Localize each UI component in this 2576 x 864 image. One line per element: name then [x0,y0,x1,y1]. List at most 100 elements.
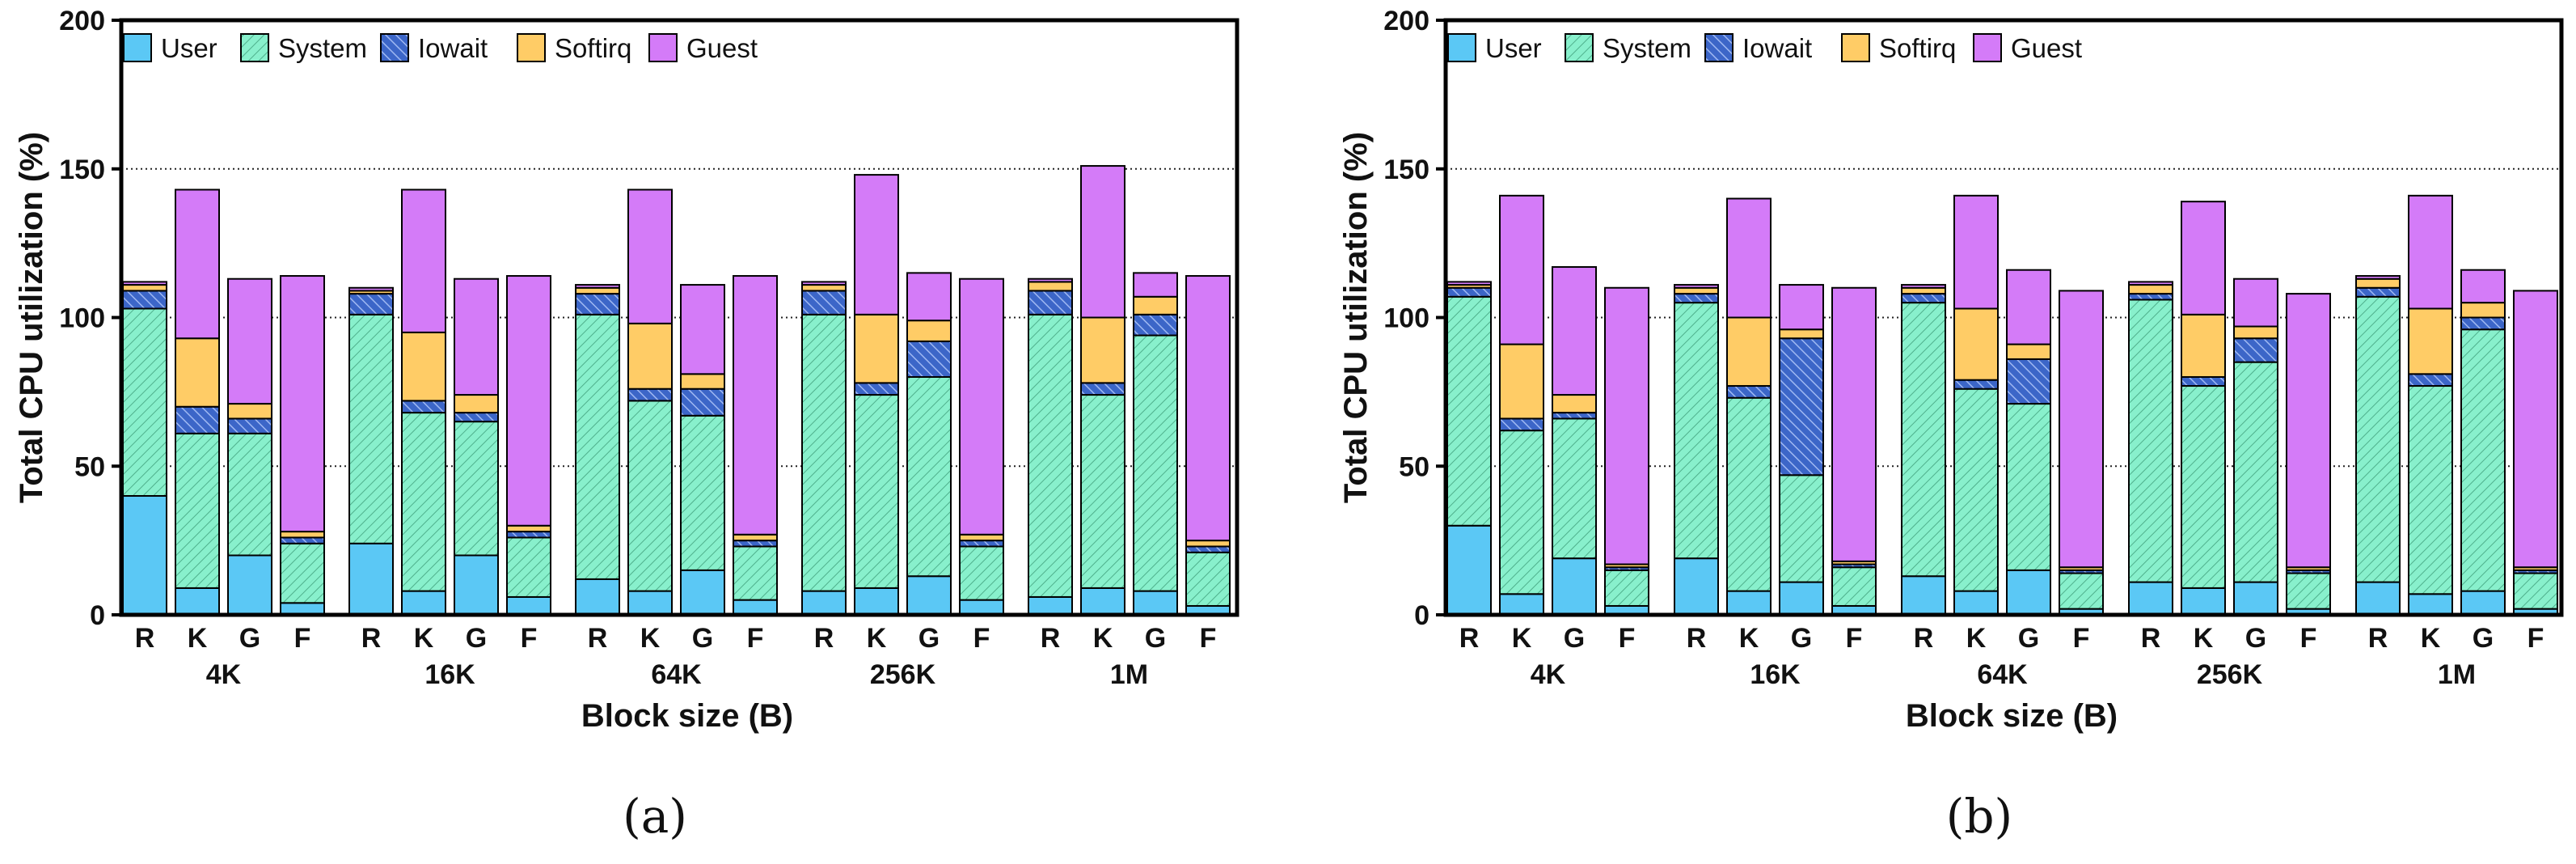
bar-segment-b-F-16K-guest-segment [1831,286,1877,562]
bar-label-a: K [414,623,434,654]
bar-segment-a-R-1M-guest-segment [1028,277,1073,283]
bar-segment-b-R-256K-iowait-segment [2128,293,2173,301]
bar-label-b: F [1846,623,1863,654]
bar-segment-a-F-16K-iowait-segment [506,531,551,539]
bar-segment-b-G-1M-iowait-segment [2460,316,2506,331]
bar-segment-a-R-64K-user-segment [575,578,620,616]
bar-label-b: R [2368,623,2388,654]
bar-segment-b-F-1M-guest-segment [2513,290,2558,569]
y-tick-label-b: 100 [1383,303,1429,334]
bar-segment-b-K-4K-user-segment [1499,593,1544,616]
bar-segment-a-F-4K-softirq-segment [280,531,325,539]
bar-segment-b-G-64K-iowait-segment [2006,358,2051,405]
bar-segment-a-R-1M-iowait-segment [1028,290,1073,316]
bar-segment-a-G-4K-softirq-segment [227,403,272,420]
bar-segment-a-G-64K-softirq-segment [680,373,725,390]
y-tick-label-a: 200 [59,6,105,36]
bar-segment-a-K-1M-guest-segment [1080,165,1125,319]
bar-label-b: G [1564,623,1585,654]
bar-segment-a-R-4K-user-segment [122,495,167,616]
legend-swatch-guest-b [1973,33,2002,62]
bar-segment-a-F-256K-user-segment [959,599,1004,616]
bar-segment-a-R-16K-system-segment [348,313,394,544]
bar-segment-b-F-4K-system-segment [1604,569,1649,607]
bar-segment-a-F-4K-iowait-segment [280,536,325,544]
bar-segment-a-F-64K-softirq-segment [733,533,778,542]
bar-segment-a-G-16K-guest-segment [454,277,499,396]
bar-segment-a-K-64K-guest-segment [627,188,673,324]
bar-segment-a-G-64K-guest-segment [680,284,725,375]
legend-swatch-iowait-a [380,33,409,62]
bar-segment-a-K-4K-guest-segment [175,188,220,340]
bar-segment-a-F-256K-system-segment [959,545,1004,601]
bar-segment-a-G-16K-system-segment [454,421,499,557]
bar-segment-b-K-256K-user-segment [2181,587,2226,616]
bar-label-a: F [521,623,538,654]
bar-segment-b-G-16K-system-segment [1779,474,1824,583]
bar-segment-b-G-4K-softirq-segment [1552,394,1597,414]
group-label-b: 16K [1750,659,1801,690]
bar-segment-b-K-64K-system-segment [1953,388,1999,592]
bar-segment-b-R-64K-system-segment [1901,302,1946,578]
bar-label-a: G [239,623,260,654]
bar-label-a: R [1041,623,1061,654]
bar-label-b: G [1791,623,1812,654]
bar-segment-a-F-16K-user-segment [506,595,551,616]
bar-label-a: R [814,623,834,654]
bar-segment-a-R-256K-user-segment [801,590,847,616]
bar-label-b: R [1459,623,1480,654]
bar-segment-a-G-64K-system-segment [680,414,725,571]
bar-label-b: F [1619,623,1636,654]
bar-segment-b-K-1M-user-segment [2408,593,2453,616]
bar-label-b: R [2141,623,2161,654]
bar-segment-a-K-64K-softirq-segment [627,322,673,390]
bar-label-a: G [1145,623,1166,654]
bar-label-a: F [747,623,764,654]
bar-segment-a-R-256K-iowait-segment [801,290,847,316]
bar-segment-b-F-64K-system-segment [2059,572,2104,610]
bar-segment-b-G-4K-user-segment [1552,557,1597,616]
bar-segment-a-G-16K-user-segment [454,554,499,616]
bar-segment-a-R-1M-softirq-segment [1028,281,1073,292]
bar-segment-a-K-64K-iowait-segment [627,388,673,402]
bar-segment-a-G-1M-iowait-segment [1133,313,1178,337]
bar-segment-b-G-64K-system-segment [2006,403,2051,571]
bar-segment-b-R-16K-user-segment [1674,557,1719,616]
bar-segment-b-K-4K-iowait-segment [1499,417,1544,432]
bar-segment-b-R-256K-softirq-segment [2128,284,2173,295]
bar-segment-a-K-16K-iowait-segment [401,400,446,414]
bar-segment-b-G-4K-system-segment [1552,417,1597,560]
y-tick-label-b: 0 [1414,600,1429,631]
bar-segment-a-F-4K-guest-segment [280,275,325,533]
y-tick-label-a: 150 [59,155,105,185]
bar-segment-a-R-4K-iowait-segment [122,290,167,310]
bar-segment-b-K-1M-guest-segment [2408,194,2453,310]
bar-segment-a-G-1M-softirq-segment [1133,295,1178,316]
bar-segment-b-R-16K-softirq-segment [1674,286,1719,295]
legend-swatch-guest-a [648,33,678,62]
legend-label-system-a: System [278,33,367,63]
bar-segment-b-R-1M-system-segment [2355,295,2401,583]
legend-swatch-softirq-a [517,33,546,62]
bar-label-a: G [918,623,940,654]
bar-segment-b-G-4K-iowait-segment [1552,412,1597,420]
bar-segment-b-G-4K-guest-segment [1552,266,1597,396]
group-label-a: 64K [651,659,702,690]
bar-label-b: G [2473,623,2494,654]
bar-segment-b-F-4K-guest-segment [1604,286,1649,565]
bar-segment-a-R-16K-user-segment [348,542,394,616]
bar-segment-a-G-16K-softirq-segment [454,394,499,414]
bar-label-a: R [588,623,608,654]
bar-label-b: F [2300,623,2317,654]
bar-segment-b-F-256K-system-segment [2286,572,2331,610]
bar-segment-b-R-1M-user-segment [2355,581,2401,616]
bar-segment-b-R-4K-iowait-segment [1446,286,1492,298]
bar-segment-a-G-4K-iowait-segment [227,417,272,434]
panel-label-a: (a) [623,789,687,844]
y-tick-label-b: 200 [1383,6,1429,36]
bar-segment-a-G-256K-user-segment [906,575,952,616]
bar-segment-a-F-16K-guest-segment [506,275,551,527]
bar-segment-a-K-16K-user-segment [401,590,446,616]
bar-segment-a-K-4K-iowait-segment [175,405,220,434]
bar-label-a: F [1200,623,1217,654]
